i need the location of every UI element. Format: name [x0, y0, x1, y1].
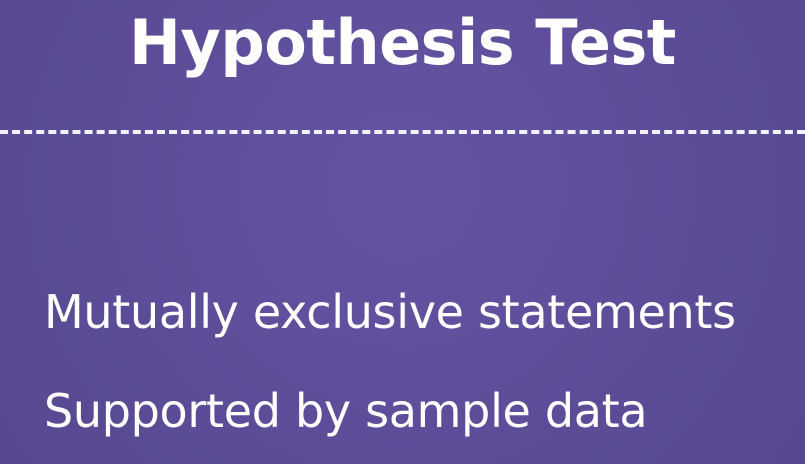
bullet-text-2: Supported by sample data [44, 384, 648, 438]
bullet-text-1: Mutually exclusive statements [44, 285, 736, 339]
slide-title: Hypothesis Test [129, 6, 676, 79]
dashed-divider [0, 130, 805, 134]
